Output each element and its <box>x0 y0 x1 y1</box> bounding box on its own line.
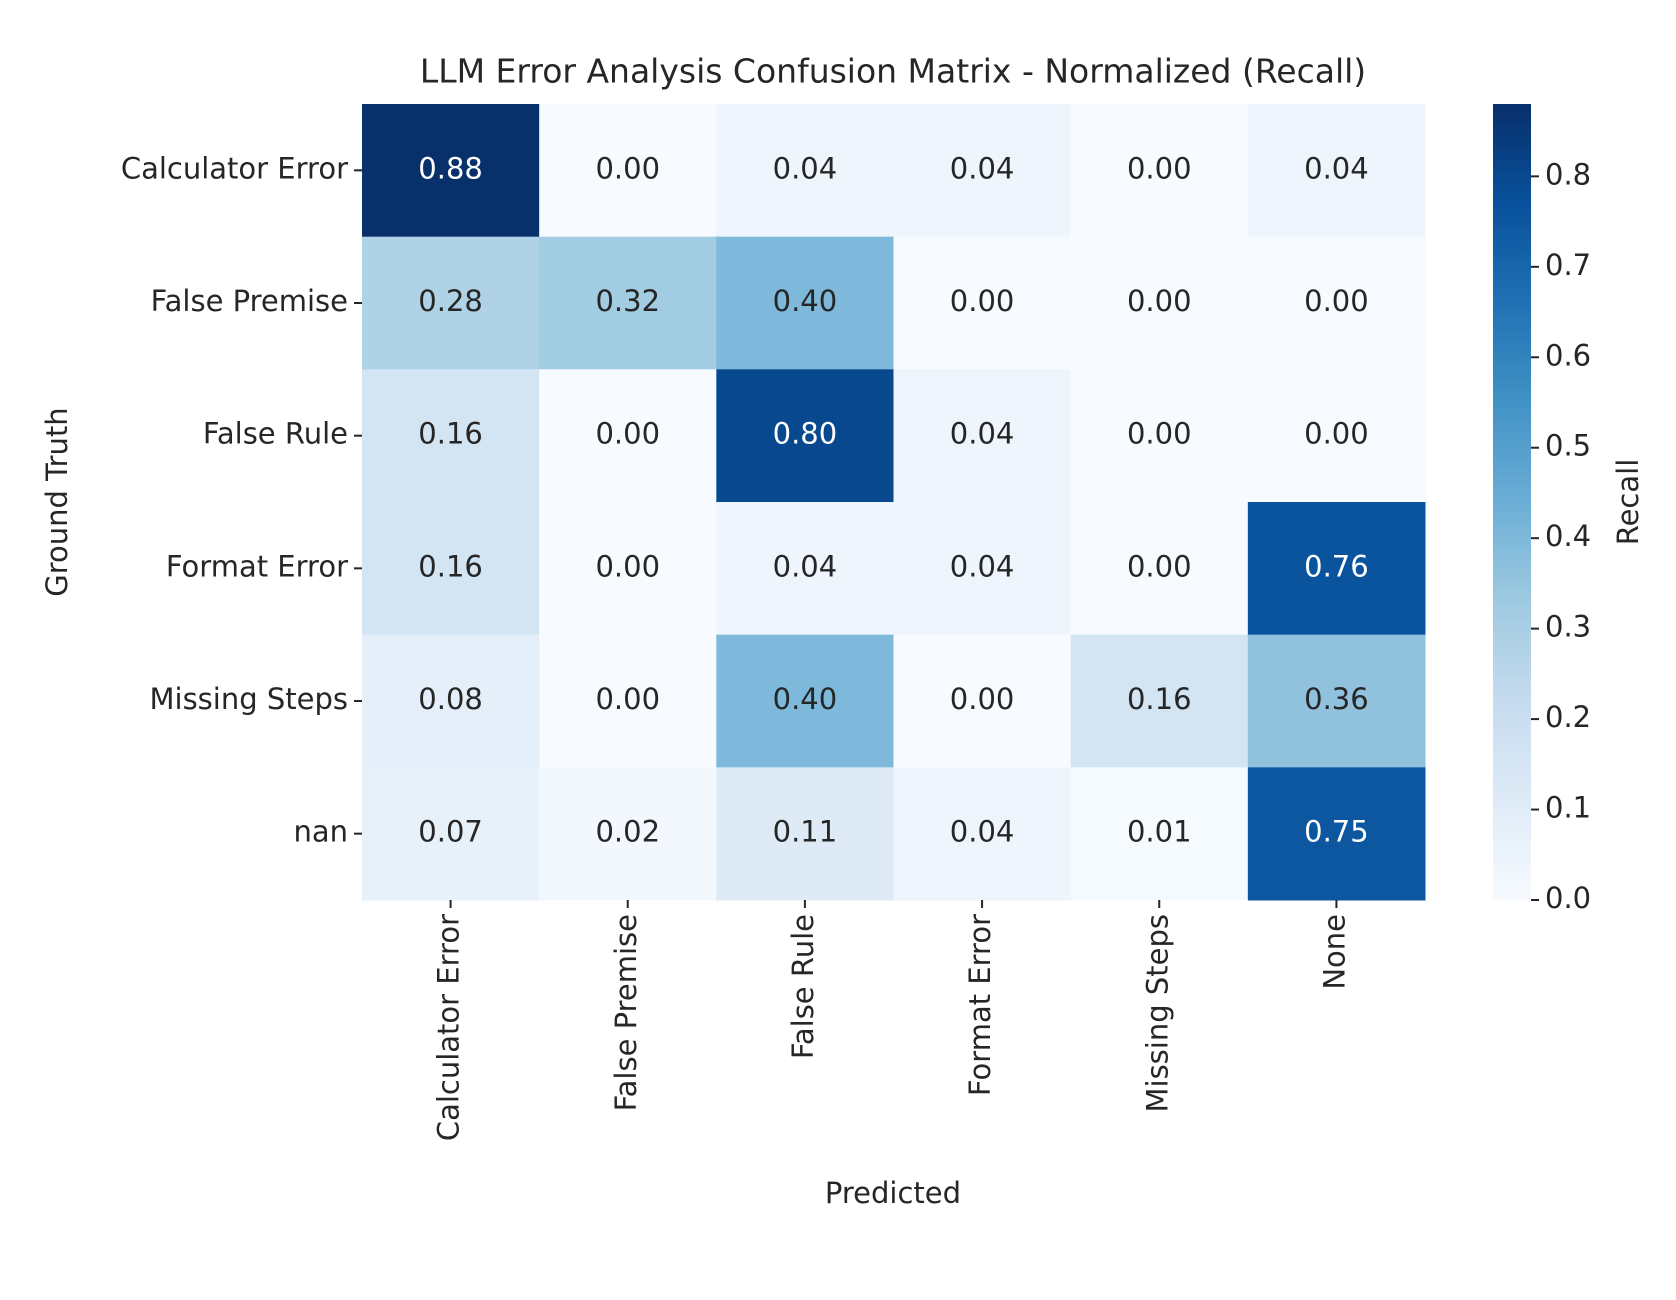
cell-value-label: 0.04 <box>773 151 838 185</box>
x-tick-label: Format Error <box>963 914 997 1096</box>
y-axis-label: Ground Truth <box>40 407 74 596</box>
x-tick-label: False Rule <box>786 914 820 1059</box>
heatmap-cell <box>716 104 894 238</box>
cell-value-label: 0.75 <box>1304 815 1369 849</box>
cell-value-label: 0.02 <box>595 815 660 849</box>
heatmap-cell <box>362 502 540 636</box>
heatmap-cell <box>362 236 540 370</box>
heatmap-cell <box>893 369 1072 503</box>
cell-value-label: 0.00 <box>1127 549 1192 583</box>
heatmap-cell <box>1247 104 1426 238</box>
cell-value-label: 0.76 <box>1304 549 1369 583</box>
cell-value-label: 0.32 <box>595 284 660 318</box>
cell-value-label: 0.28 <box>418 284 483 318</box>
cell-value-label: 0.00 <box>595 682 660 716</box>
heatmap-cell <box>1070 767 1249 901</box>
heatmap-cell <box>893 104 1072 238</box>
heatmap-cell <box>362 767 540 901</box>
cell-value-label: 0.16 <box>1127 682 1192 716</box>
heatmap-cell <box>1070 104 1249 238</box>
heatmap-cell <box>1070 369 1249 503</box>
cell-value-label: 0.00 <box>1304 417 1369 451</box>
heatmap-cell <box>362 634 540 768</box>
heatmap-cell <box>893 767 1072 901</box>
heatmap-cell <box>893 236 1072 370</box>
heatmap-cell <box>893 634 1072 768</box>
heatmap-cell <box>539 104 717 238</box>
x-tick-label: Missing Steps <box>1140 914 1174 1113</box>
colorbar-tick-label: 0.4 <box>1545 519 1591 553</box>
cell-value-label: 0.00 <box>595 151 660 185</box>
heatmap-cell <box>716 502 894 636</box>
cell-value-label: 0.80 <box>773 417 838 451</box>
cell-value-label: 0.00 <box>950 682 1015 716</box>
cell-value-label: 0.07 <box>418 815 483 849</box>
heatmap-cell <box>1070 502 1249 636</box>
colorbar <box>1493 104 1531 900</box>
cell-value-label: 0.00 <box>595 417 660 451</box>
heatmap-cell <box>362 369 540 503</box>
cell-value-label: 0.00 <box>1127 151 1192 185</box>
cell-value-label: 0.88 <box>418 151 483 185</box>
colorbar-tick-label: 0.2 <box>1545 700 1591 734</box>
x-tick-label: None <box>1317 914 1351 990</box>
cell-value-label: 0.01 <box>1127 815 1192 849</box>
cell-value-label: 0.16 <box>418 549 483 583</box>
x-tick-label: Calculator Error <box>432 914 466 1141</box>
x-tick-label: False Premise <box>609 914 643 1111</box>
heatmap-cell <box>1247 634 1426 768</box>
heatmap-cell <box>539 236 717 370</box>
cell-value-label: 0.04 <box>950 549 1015 583</box>
y-tick-label: nan <box>293 815 348 849</box>
heatmap-cell <box>539 634 717 768</box>
cell-value-label: 0.36 <box>1304 682 1369 716</box>
heatmap-cell <box>539 369 717 503</box>
colorbar-tick-label: 0.0 <box>1545 881 1591 915</box>
cell-value-label: 0.00 <box>1304 284 1369 318</box>
heatmap-cell <box>1247 767 1426 901</box>
colorbar-tick-label: 0.8 <box>1545 157 1591 191</box>
cell-value-label: 0.04 <box>1304 151 1369 185</box>
heatmap-cell <box>1247 236 1426 370</box>
heatmap-cell <box>1247 369 1426 503</box>
heatmap-cell <box>1247 502 1426 636</box>
heatmap-cell <box>716 634 894 768</box>
heatmap-cell <box>1070 236 1249 370</box>
heatmap-cell <box>539 502 717 636</box>
y-tick-label: Calculator Error <box>121 151 348 185</box>
colorbar-label: Recall <box>1611 459 1645 546</box>
heatmap-cell <box>539 767 717 901</box>
cell-value-label: 0.16 <box>418 417 483 451</box>
cell-value-label: 0.08 <box>418 682 483 716</box>
cell-value-label: 0.11 <box>773 815 838 849</box>
cell-value-label: 0.00 <box>595 549 660 583</box>
x-axis-label: Predicted <box>825 1176 961 1210</box>
cell-value-label: 0.00 <box>950 284 1015 318</box>
cell-value-label: 0.04 <box>950 417 1015 451</box>
cell-value-label: 0.04 <box>950 815 1015 849</box>
heatmap-cell <box>716 236 894 370</box>
colorbar-tick-label: 0.7 <box>1545 248 1591 282</box>
heatmap-cell <box>716 767 894 901</box>
y-tick-label: Format Error <box>166 549 348 583</box>
heatmap-cell <box>716 369 894 503</box>
heatmap-cell <box>362 104 540 238</box>
colorbar-tick-label: 0.1 <box>1545 791 1591 825</box>
y-tick-label: Missing Steps <box>150 682 349 716</box>
cell-value-label: 0.40 <box>773 284 838 318</box>
cell-value-label: 0.04 <box>773 549 838 583</box>
y-tick-label: False Premise <box>151 284 348 318</box>
colorbar-tick-label: 0.6 <box>1545 338 1591 372</box>
chart-title: LLM Error Analysis Confusion Matrix - No… <box>420 52 1366 91</box>
y-tick-label: False Rule <box>203 417 348 451</box>
cell-value-label: 0.00 <box>1127 284 1192 318</box>
cell-value-label: 0.40 <box>773 682 838 716</box>
colorbar-tick-label: 0.5 <box>1545 429 1591 463</box>
heatmap-cell <box>1070 634 1249 768</box>
cell-value-label: 0.00 <box>1127 417 1192 451</box>
colorbar-tick-label: 0.3 <box>1545 610 1591 644</box>
heatmap-cell <box>893 502 1072 636</box>
cell-value-label: 0.04 <box>950 151 1015 185</box>
